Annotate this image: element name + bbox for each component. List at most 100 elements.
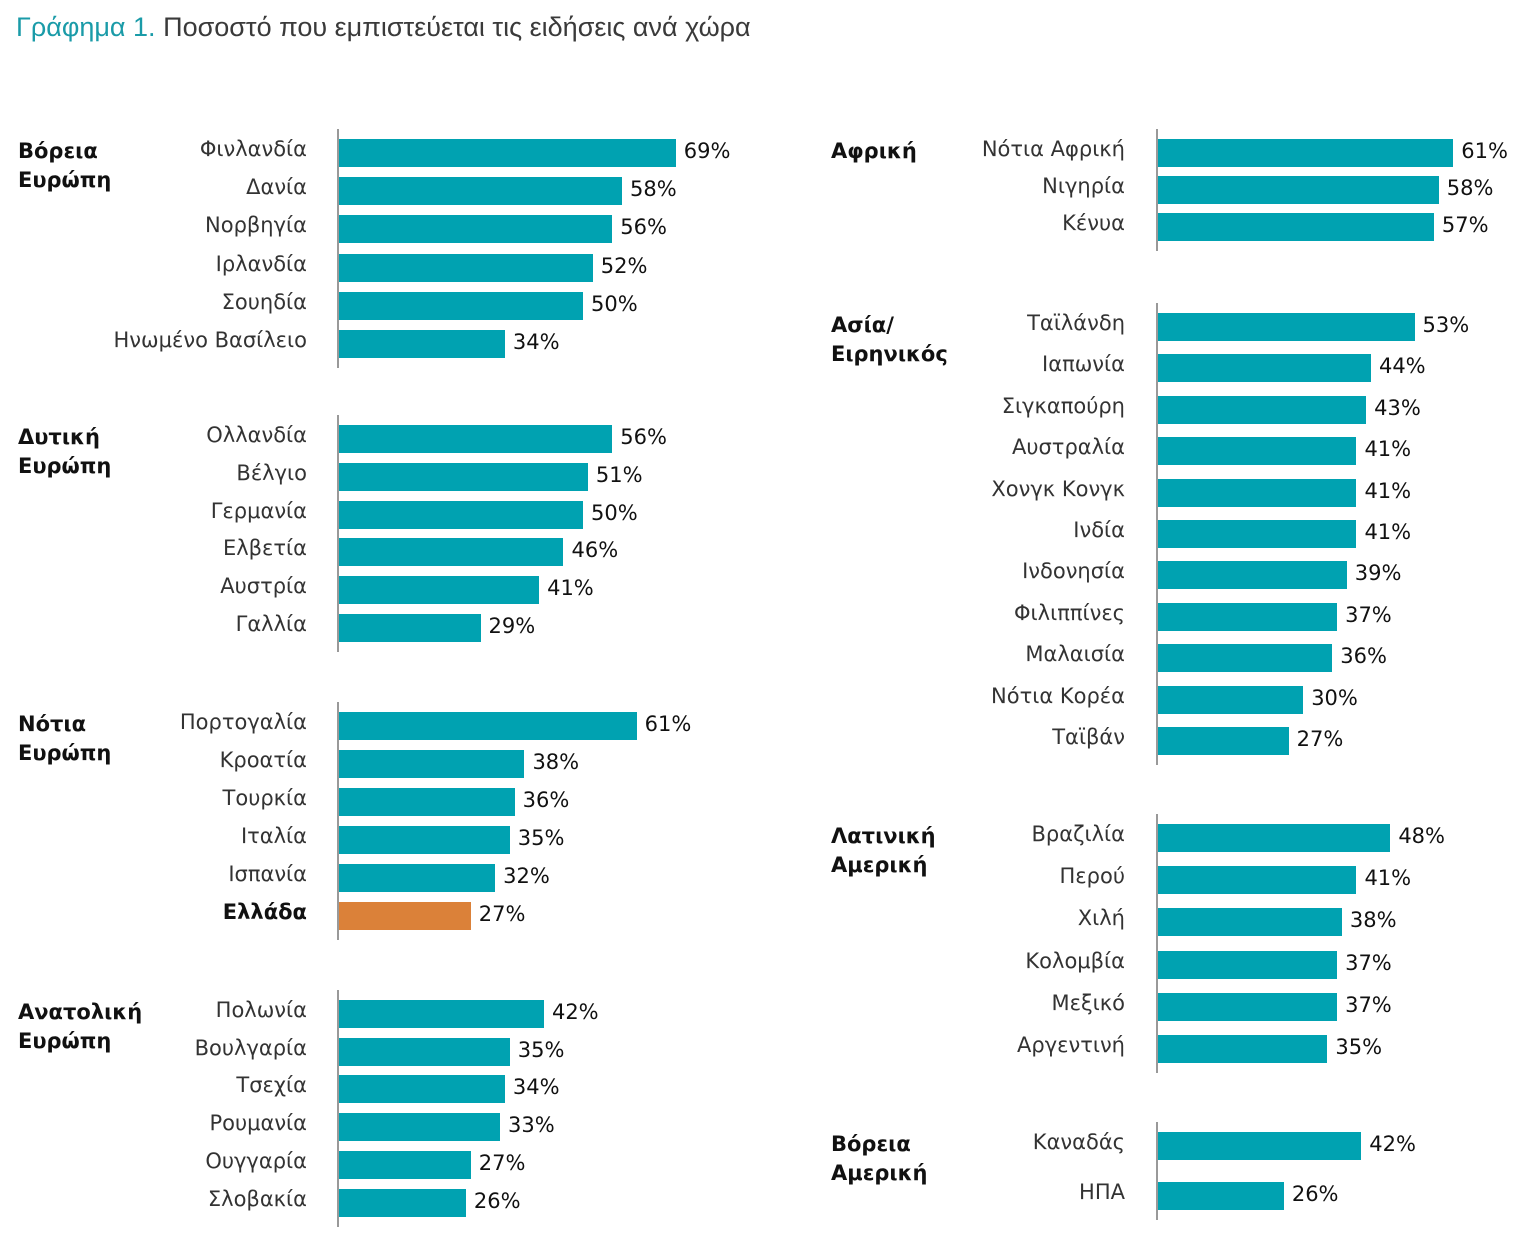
data-label: 42% [551, 1000, 599, 1024]
category-label: Δανία [246, 175, 307, 200]
data-label: 58% [630, 177, 677, 202]
bar [339, 864, 496, 892]
bar [1158, 685, 1304, 714]
bar [339, 712, 637, 740]
bar [1158, 992, 1338, 1021]
category-label: Περού [1059, 864, 1125, 889]
data-label: 34% [512, 1075, 560, 1100]
chart-title: Γράφημα 1. Ποσοστό που εμπιστεύεται τις … [16, 12, 751, 43]
category-label: Ηνωμένο Βασίλειο [113, 328, 307, 352]
category-label: Κολομβία [1025, 948, 1125, 973]
axis-line [1156, 303, 1158, 765]
axis-line [337, 129, 339, 368]
bar [339, 177, 623, 206]
data-label: 53% [1422, 313, 1470, 337]
category-label: Γερμανία [210, 498, 307, 523]
category-label: Μεξικό [1051, 990, 1125, 1015]
data-label: 42% [1369, 1132, 1416, 1156]
chart-title-text: Ποσοστό που εμπιστεύεται τις ειδήσεις αν… [163, 12, 751, 42]
category-label: Ολλανδία [206, 423, 307, 447]
axis-line [1156, 129, 1158, 251]
category-label: Ιρλανδία [215, 251, 307, 276]
category-label: Ταϊβάν [1052, 725, 1125, 749]
category-label: Βουλγαρία [194, 1035, 307, 1060]
bar [1158, 313, 1415, 341]
axis-line [1156, 1122, 1158, 1220]
data-label: 38% [1349, 908, 1397, 933]
bar [339, 826, 510, 854]
data-label: 52% [600, 253, 648, 278]
data-label: 43% [1374, 395, 1421, 420]
category-label: Σιγκαπούρη [1001, 393, 1125, 418]
bar [1158, 561, 1347, 590]
data-label: 61% [1461, 139, 1508, 163]
group-label: Νότια Ευρώπη [18, 712, 112, 765]
data-label: 51% [595, 462, 643, 487]
bar [339, 750, 525, 778]
data-label: 30% [1311, 685, 1358, 710]
group-label: Ανατολική Ευρώπη [18, 1000, 143, 1053]
category-label: Ισπανία [228, 862, 307, 886]
data-label: 58% [1446, 176, 1494, 200]
bar [1158, 395, 1367, 424]
data-label: 29% [488, 614, 536, 638]
data-label: 26% [1291, 1182, 1339, 1206]
data-label: 35% [517, 1037, 565, 1062]
data-label: 57% [1441, 213, 1489, 237]
data-label: 32% [503, 864, 550, 888]
category-label: Πολωνία [215, 998, 307, 1022]
data-label: 35% [517, 826, 565, 850]
bar [1158, 866, 1357, 895]
bar [1158, 727, 1289, 755]
axis-line [337, 415, 339, 652]
category-label: Ιταλία [240, 824, 307, 848]
category-label: Πορτογαλία [179, 710, 307, 734]
category-label: Φιλιππίνες [1014, 600, 1125, 625]
data-label: 27% [1296, 727, 1344, 751]
data-label: 41% [547, 576, 594, 601]
bar [1158, 520, 1357, 548]
category-label: Σουηδία [221, 289, 307, 314]
category-label: Κροατία [219, 748, 307, 772]
bar [1158, 139, 1454, 167]
category-label: Τσεχία [236, 1073, 307, 1098]
bar [339, 788, 515, 816]
category-label: Ελλάδα [222, 900, 307, 924]
data-label: 41% [1364, 437, 1412, 462]
group-label: Βόρεια Ευρώπη [18, 139, 112, 192]
bar [339, 1188, 466, 1217]
bar [339, 902, 471, 930]
category-label: Καναδάς [1032, 1130, 1125, 1154]
category-label: Σλοβακία [207, 1186, 307, 1211]
bar [339, 139, 676, 167]
category-label: Ιαπωνία [1042, 352, 1125, 377]
data-label: 37% [1345, 992, 1392, 1017]
data-label: 50% [591, 500, 638, 525]
data-label: 36% [522, 788, 570, 812]
category-label: Ουγγαρία [205, 1148, 307, 1173]
bar [339, 1150, 471, 1179]
data-label: 37% [1345, 950, 1392, 975]
category-label: Κένυα [1062, 211, 1125, 235]
data-label: 33% [508, 1113, 555, 1138]
data-label: 56% [620, 425, 667, 449]
data-label: 39% [1354, 561, 1402, 586]
data-label: 35% [1335, 1035, 1383, 1059]
category-label: Βέλγιο [236, 460, 307, 485]
bar [1158, 908, 1342, 937]
category-label: Χονγκ Κονγκ [991, 476, 1125, 501]
category-label: Βραζιλία [1031, 822, 1126, 846]
category-label: Νιγηρία [1042, 174, 1125, 198]
bar [339, 291, 583, 320]
category-label: Ινδονησία [1022, 559, 1125, 584]
bar [1158, 1035, 1328, 1063]
axis-line [1156, 814, 1158, 1073]
bar [339, 576, 540, 605]
data-label: 27% [478, 1150, 526, 1175]
group-label: Λατινική Αμερική [831, 824, 936, 877]
bar [339, 1000, 544, 1028]
bar [339, 538, 564, 567]
bar [339, 614, 481, 642]
data-label: 48% [1398, 824, 1445, 848]
bar [1158, 213, 1434, 241]
